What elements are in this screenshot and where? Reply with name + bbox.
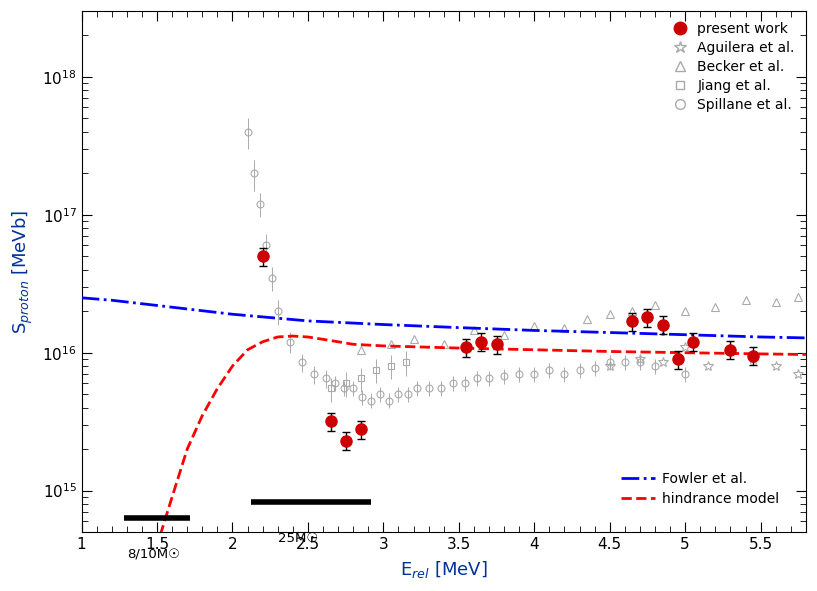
X-axis label: E$_{rel}$ [MeV]: E$_{rel}$ [MeV] xyxy=(400,559,488,580)
Legend: Fowler et al., hindrance model: Fowler et al., hindrance model xyxy=(615,466,785,511)
Y-axis label: S$_{proton}$ [MeVb]: S$_{proton}$ [MeVb] xyxy=(11,209,35,334)
Text: 25M☉: 25M☉ xyxy=(278,532,318,545)
Text: 8/10M☉: 8/10M☉ xyxy=(127,549,180,562)
